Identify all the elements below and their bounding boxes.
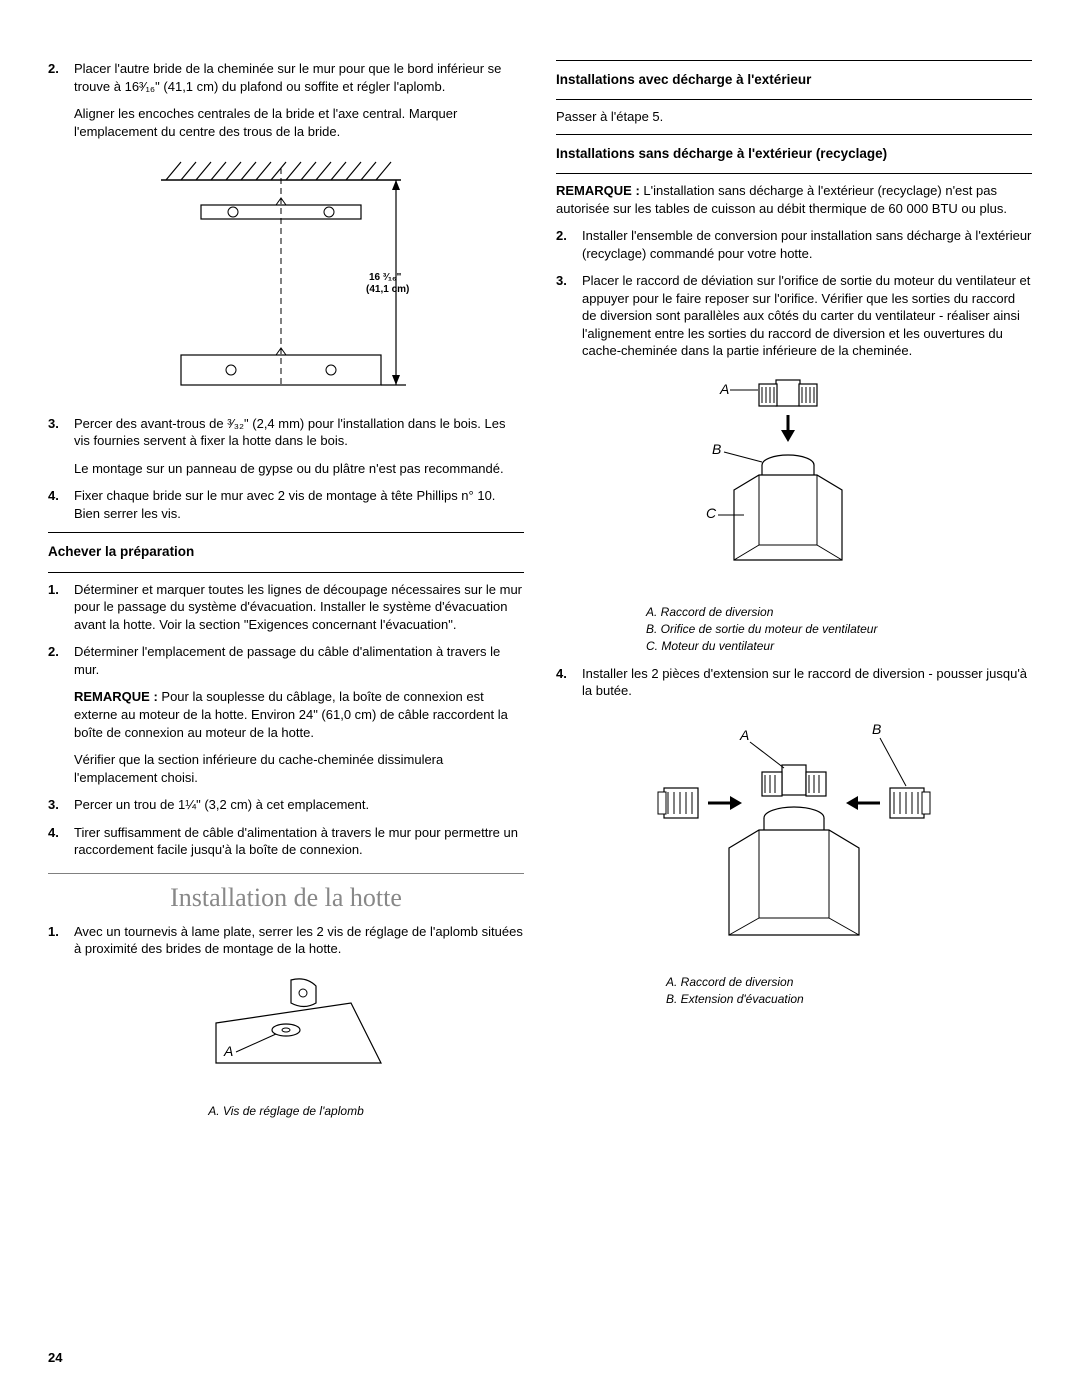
right-steps-1: 2. Installer l'ensemble de conversion po… [556,227,1032,360]
step-list-mid: 3. Percer des avant-trous de ³⁄₃₂" (2,4 … [48,415,524,523]
step-3: 3. Percer des avant-trous de ³⁄₃₂" (2,4 … [48,415,524,478]
svg-text:C: C [706,505,717,521]
figure4-caption: A. Raccord de diversion B. Extension d'é… [556,974,1032,1008]
subsection-prep: Achever la préparation [48,532,524,572]
figure-screw-diagram: A [48,968,524,1093]
prep-list: 1. Déterminer et marquer toutes les lign… [48,581,524,679]
figure3-caption: A. Raccord de diversion B. Orifice de so… [556,604,1032,654]
page-number: 24 [48,1349,62,1367]
remarque-extra: Vérifier que la section inférieure du ca… [48,751,524,786]
remarque-block: REMARQUE : Pour la souplesse du câblage,… [48,688,524,741]
step-text: Placer l'autre bride de la cheminée sur … [74,60,524,140]
section-installation-title: Installation de la hotte [48,873,524,915]
prep-list-2: 3. Percer un trou de 1¼" (3,2 cm) à cet … [48,796,524,859]
step-4: 4. Fixer chaque bride sur le mur avec 2 … [48,487,524,522]
remarque-right: REMARQUE : L'installation sans décharge … [556,182,1032,217]
step5-text: Passer à l'étape 5. [556,108,1032,126]
prep-1: 1. Déterminer et marquer toutes les lign… [48,581,524,634]
right-column: Installations avec décharge à l'extérieu… [556,60,1032,1129]
subsection-exterior: Installations avec décharge à l'extérieu… [556,60,1032,100]
svg-text:B: B [712,441,721,457]
right-step-2: 2. Installer l'ensemble de conversion po… [556,227,1032,262]
install-1: 1. Avec un tournevis à lame plate, serre… [48,923,524,958]
svg-text:B: B [872,721,881,737]
install-list: 1. Avec un tournevis à lame plate, serre… [48,923,524,958]
figure-diverter: A B C [556,370,1032,595]
right-steps-2: 4. Installer les 2 pièces d'extension su… [556,665,1032,700]
prep-4: 4. Tirer suffisamment de câble d'aliment… [48,824,524,859]
svg-text:A: A [719,381,729,397]
step-2: 2. Placer l'autre bride de la cheminée s… [48,60,524,140]
svg-text:A: A [223,1043,233,1059]
right-step-3: 3. Placer le raccord de déviation sur l'… [556,272,1032,360]
figure2-caption: A. Vis de réglage de l'aplomb [48,1103,524,1120]
prep-3: 3. Percer un trou de 1¼" (3,2 cm) à cet … [48,796,524,814]
dim-label-2: (41,1 cm) [366,284,409,295]
step-number: 2. [48,60,74,140]
step-list-top: 2. Placer l'autre bride de la cheminée s… [48,60,524,140]
figure-extension: A B [556,710,1032,965]
figure-bracket-diagram: 16 ³⁄₁₆" (41,1 cm) [48,150,524,405]
prep-2: 2. Déterminer l'emplacement de passage d… [48,643,524,678]
right-step-4: 4. Installer les 2 pièces d'extension su… [556,665,1032,700]
dim-label-1: 16 ³⁄₁₆" [369,272,402,283]
svg-text:A: A [739,727,749,743]
subsection-recyclage: Installations sans décharge à l'extérieu… [556,134,1032,174]
left-column: 2. Placer l'autre bride de la cheminée s… [48,60,524,1129]
